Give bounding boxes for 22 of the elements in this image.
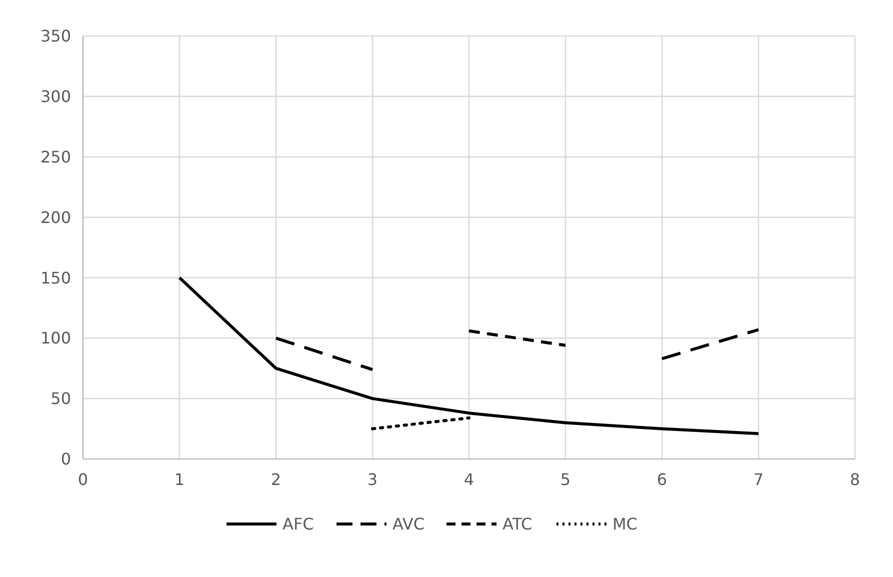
x-tick-label: 1 — [174, 470, 185, 489]
legend-label: AFC — [282, 514, 314, 534]
y-tick-label: 250 — [40, 147, 71, 166]
line-series — [178, 276, 760, 436]
x-tick-label: 8 — [850, 470, 860, 489]
y-tick-label: 350 — [40, 26, 71, 46]
legend-label: AVC — [392, 514, 425, 534]
x-tick-label: 2 — [270, 470, 282, 489]
y-tick-label: 300 — [40, 87, 71, 106]
x-tick-label: 3 — [367, 470, 378, 489]
x-tick-label: 4 — [464, 470, 474, 489]
y-tick-label: 150 — [40, 268, 71, 288]
y-tick-label: 50 — [50, 389, 71, 408]
legend-label: ATC — [502, 514, 532, 534]
x-tick-label: 7 — [753, 470, 764, 489]
y-tick-label: 0 — [60, 450, 71, 469]
y-tick-label: 100 — [40, 328, 71, 348]
y-tick-label: 200 — [40, 208, 71, 227]
x-tick-label: 6 — [656, 470, 668, 489]
legend-label: MC — [612, 514, 638, 534]
x-tick-label: 5 — [560, 470, 571, 489]
x-tick-label: 0 — [78, 470, 88, 489]
